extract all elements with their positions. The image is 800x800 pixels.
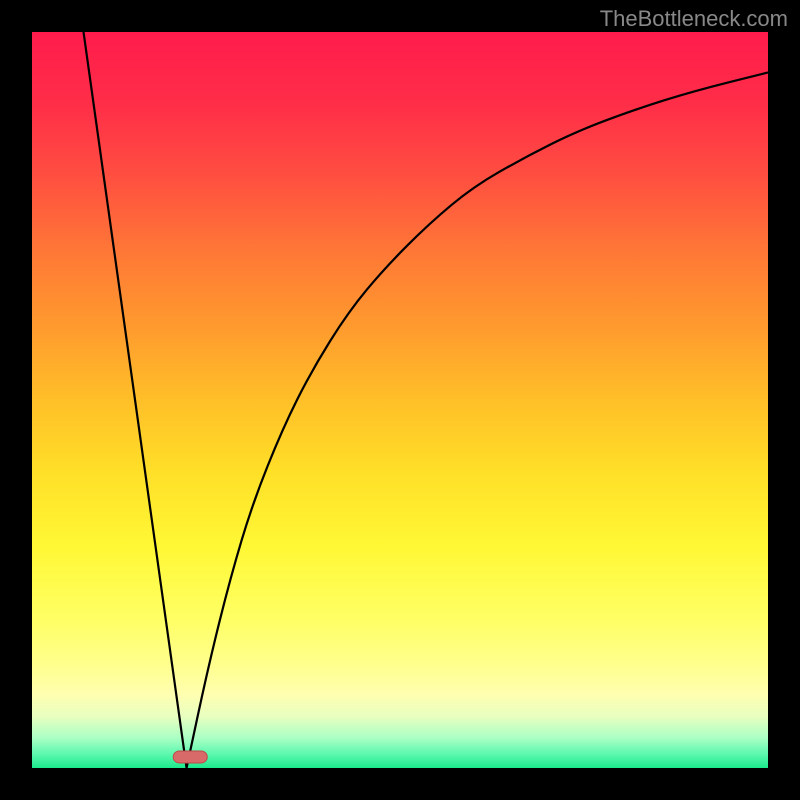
bottleneck-chart bbox=[0, 0, 800, 800]
minimum-marker bbox=[173, 751, 207, 763]
watermark-text: TheBottleneck.com bbox=[600, 6, 788, 32]
chart-container: TheBottleneck.com bbox=[0, 0, 800, 800]
plot-background bbox=[32, 32, 768, 768]
